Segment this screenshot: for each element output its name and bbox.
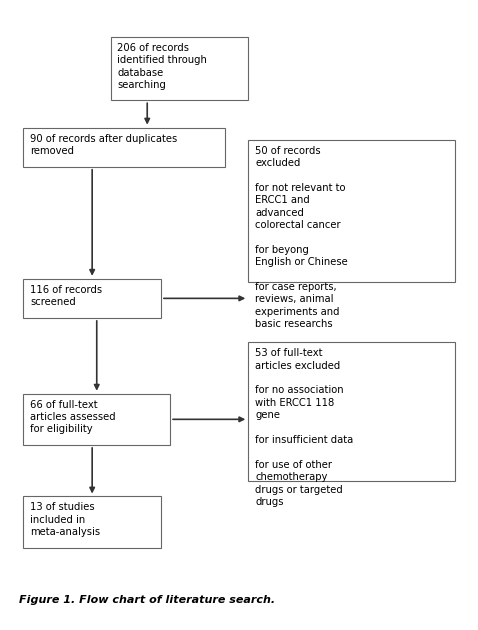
FancyBboxPatch shape — [23, 394, 170, 445]
Text: 13 of studies
included in
meta-analysis: 13 of studies included in meta-analysis — [30, 503, 100, 537]
FancyBboxPatch shape — [248, 342, 455, 481]
Text: 50 of records
excluded

for not relevant to
ERCC1 and
advanced
colorectal cancer: 50 of records excluded for not relevant … — [255, 146, 348, 329]
Text: 116 of records
screened: 116 of records screened — [30, 285, 102, 307]
Text: 66 of full-text
articles assessed
for eligibility: 66 of full-text articles assessed for el… — [30, 399, 116, 435]
Text: Figure 1. Flow chart of literature search.: Figure 1. Flow chart of literature searc… — [19, 595, 275, 605]
FancyBboxPatch shape — [110, 37, 248, 100]
FancyBboxPatch shape — [23, 278, 161, 318]
Text: 53 of full-text
articles excluded

for no association
with ERCC1 118
gene

for i: 53 of full-text articles excluded for no… — [255, 348, 353, 507]
Text: 90 of records after duplicates
removed: 90 of records after duplicates removed — [30, 134, 177, 156]
FancyBboxPatch shape — [23, 496, 161, 548]
Text: 206 of records
identified through
database
searching: 206 of records identified through databa… — [118, 43, 207, 90]
FancyBboxPatch shape — [23, 127, 225, 167]
FancyBboxPatch shape — [248, 140, 455, 282]
